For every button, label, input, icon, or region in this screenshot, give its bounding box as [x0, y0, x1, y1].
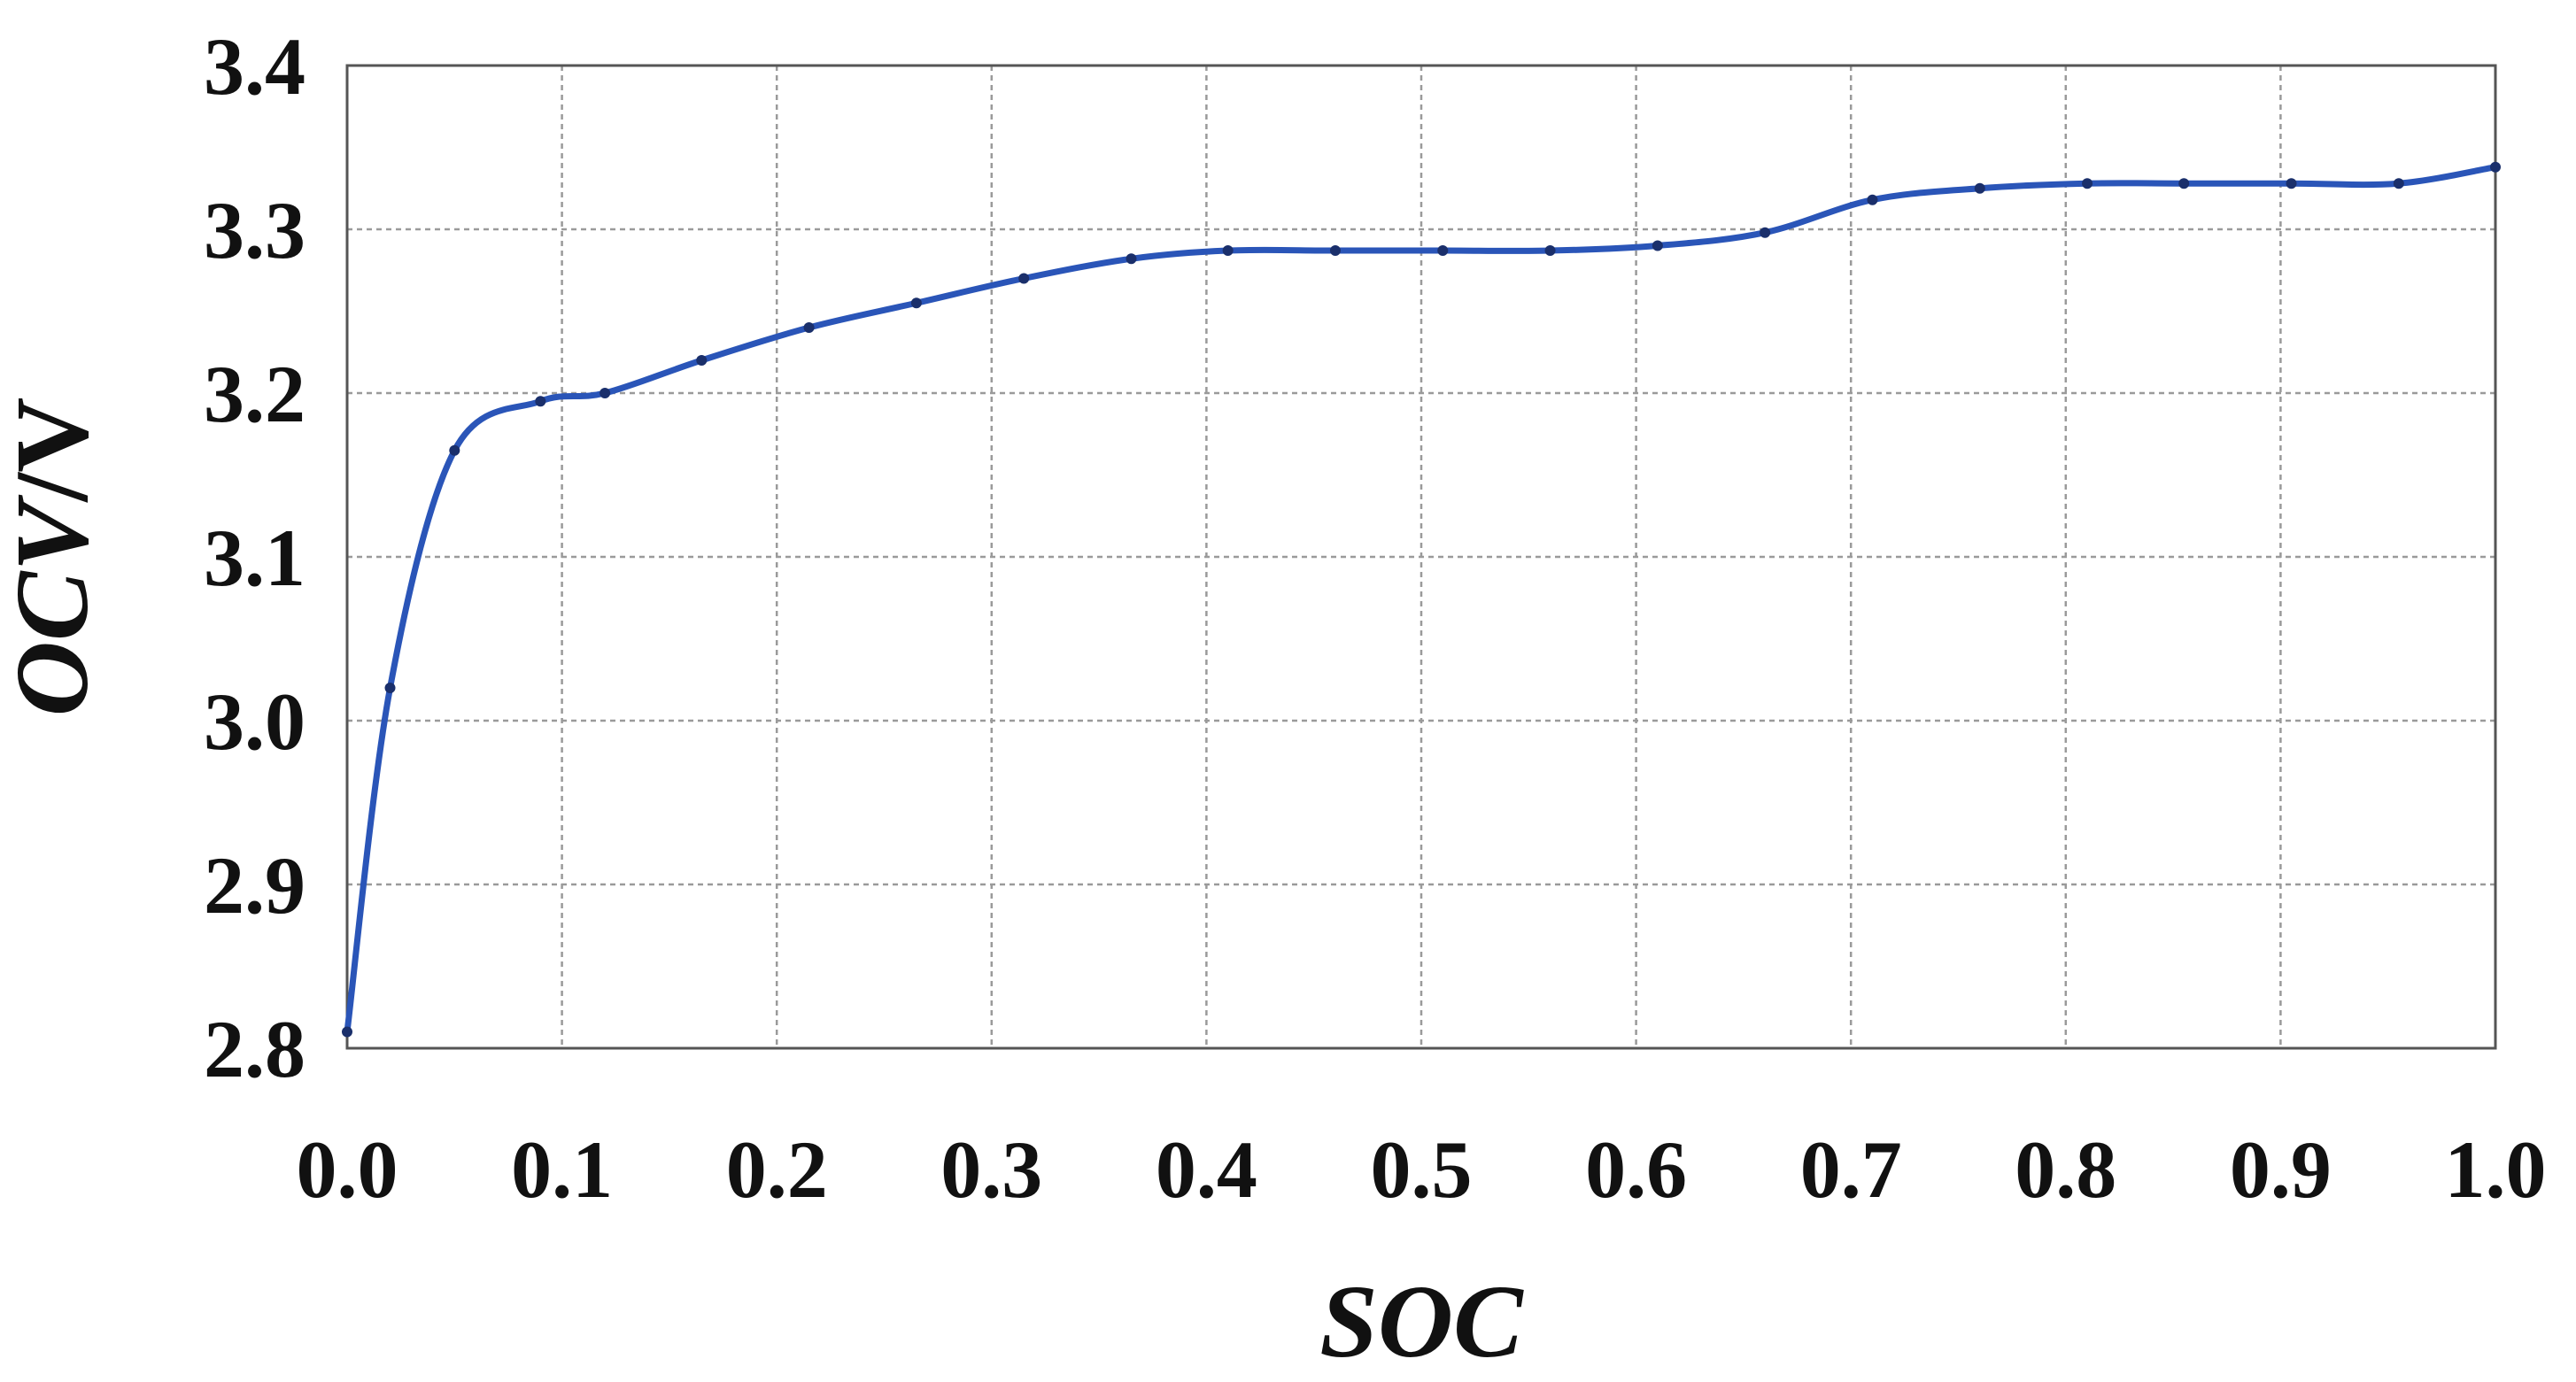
series-line — [344, 164, 2499, 1035]
y-axis-title-italic: OCV — [0, 494, 110, 716]
data-point — [1867, 194, 1878, 205]
data-point — [535, 396, 546, 407]
y-tick-label: 3.3 — [204, 185, 306, 275]
data-point — [1437, 245, 1449, 257]
y-tick-label: 3.2 — [204, 349, 306, 439]
data-point — [2082, 178, 2093, 189]
plot-frame — [345, 64, 2497, 1050]
y-tick-label: 3.0 — [204, 676, 306, 767]
data-point — [1974, 182, 1985, 194]
y-tick-label: 2.9 — [204, 840, 306, 930]
data-point — [803, 322, 815, 333]
data-point — [600, 388, 611, 398]
data-point — [1126, 253, 1137, 265]
x-tick-label: 0.8 — [2015, 1124, 2116, 1215]
y-tick-label: 3.1 — [204, 513, 306, 603]
x-axis-title: SOC — [1319, 1263, 1524, 1379]
y-tick-label: 2.8 — [204, 1004, 306, 1094]
x-tick-label: 1.0 — [2445, 1124, 2547, 1215]
data-point — [1222, 245, 1234, 257]
data-point — [1760, 227, 1771, 238]
x-tick-labels: 0.0 0.1 0.2 0.3 0.4 0.5 0.6 0.7 0.8 0.9 1.0 — [297, 1124, 2547, 1215]
x-tick-label: 0.3 — [940, 1124, 1042, 1215]
y-axis-title-unit: /V — [0, 398, 110, 504]
x-tick-label: 0.5 — [1371, 1124, 1473, 1215]
data-point — [1018, 273, 1030, 284]
data-point — [2393, 178, 2404, 189]
data-point — [384, 683, 396, 693]
data-point — [2286, 178, 2297, 189]
data-point — [910, 297, 922, 309]
data-line-group — [344, 164, 2499, 1035]
x-tick-label: 0.2 — [726, 1124, 828, 1215]
data-point — [1544, 245, 1556, 257]
data-point — [342, 1026, 352, 1038]
x-tick-label: 0.0 — [297, 1124, 398, 1215]
x-tick-label: 0.6 — [1585, 1124, 1687, 1215]
data-point — [2178, 178, 2190, 189]
data-point — [2490, 161, 2501, 173]
data-point — [1329, 245, 1341, 257]
y-tick-label: 3.4 — [204, 21, 306, 112]
x-tick-label: 0.7 — [1800, 1124, 1902, 1215]
x-tick-label: 0.1 — [511, 1124, 613, 1215]
data-point — [449, 444, 460, 456]
x-tick-label: 0.9 — [2230, 1124, 2332, 1215]
y-tick-labels: 2.8 2.9 3.0 3.1 3.2 3.3 3.4 — [204, 21, 306, 1094]
data-point — [696, 355, 708, 366]
data-point — [1652, 240, 1663, 251]
y-axis-title: OCV/V — [0, 398, 110, 717]
data-markers — [342, 161, 2501, 1038]
x-tick-label: 0.4 — [1156, 1124, 1257, 1215]
